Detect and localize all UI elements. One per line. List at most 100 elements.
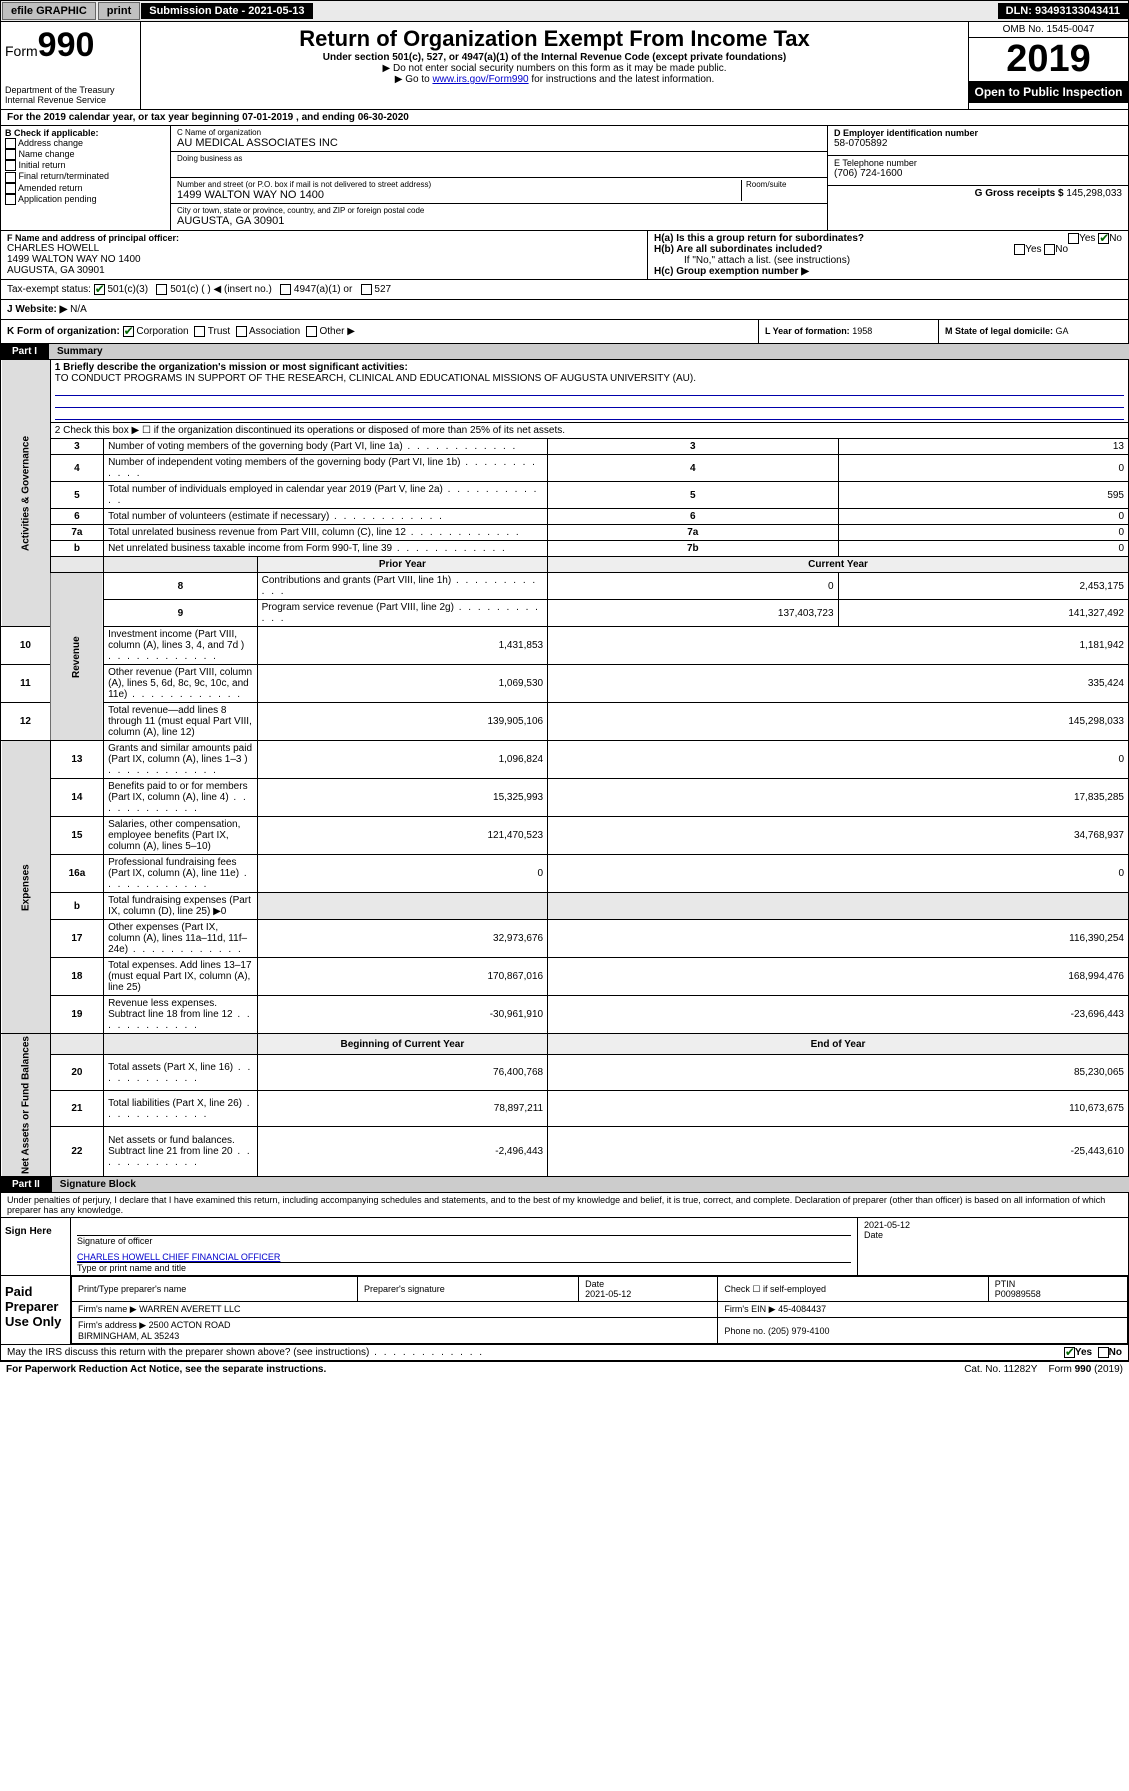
firm-ein: 45-4084437 <box>778 1304 826 1314</box>
date-label: Date <box>864 1230 1122 1240</box>
chk-discuss-no[interactable] <box>1098 1347 1109 1358</box>
phone-value: (706) 724-1600 <box>834 168 1122 179</box>
part1-title: Summary <box>49 344 1129 359</box>
line-17: 17Other expenses (Part IX, column (A), l… <box>1 920 1129 958</box>
submission-date-label: Submission Date - 2021-05-13 <box>141 3 312 19</box>
chk-corporation[interactable] <box>123 326 134 337</box>
ha-label: H(a) Is this a group return for subordin… <box>654 233 864 244</box>
perjury-declaration: Under penalties of perjury, I declare th… <box>0 1192 1129 1218</box>
form-org-label: K Form of organization: <box>7 326 120 337</box>
website-value: N/A <box>70 304 87 315</box>
paid-preparer-label: Paid Preparer Use Only <box>1 1276 71 1344</box>
summary-table: Activities & Governance 1 Briefly descri… <box>0 359 1129 1177</box>
preparer-table: Print/Type preparer's name Preparer's si… <box>71 1276 1128 1344</box>
form-title-block: Return of Organization Exempt From Incom… <box>141 22 968 109</box>
org-name-label: C Name of organization <box>177 128 821 137</box>
goto-note: ▶ Go to www.irs.gov/Form990 for instruct… <box>149 74 960 85</box>
irs-link[interactable]: www.irs.gov/Form990 <box>432 74 528 85</box>
chk-group-return-no[interactable] <box>1098 233 1109 244</box>
line-16b: bTotal fundraising expenses (Part IX, co… <box>1 893 1129 920</box>
firm-phone: (205) 979-4100 <box>768 1326 830 1336</box>
prep-sig-label: Preparer's signature <box>358 1277 579 1302</box>
line-21: 21Total liabilities (Part X, line 26)78,… <box>1 1091 1129 1127</box>
chk-initial-return[interactable]: Initial return <box>5 160 166 171</box>
prep-date: 2021-05-12 <box>585 1289 631 1299</box>
form-subtitle: Under section 501(c), 527, or 4947(a)(1)… <box>149 52 960 63</box>
year-formation: 1958 <box>852 326 872 336</box>
org-address: 1499 WALTON WAY NO 1400 <box>177 189 741 201</box>
box-f: F Name and address of principal officer:… <box>1 231 648 279</box>
line-10: 10Investment income (Part VIII, column (… <box>1 627 1129 665</box>
form-title: Return of Organization Exempt From Incom… <box>149 26 960 52</box>
line-3: 3Number of voting members of the governi… <box>1 439 1129 455</box>
line-15: 15Salaries, other compensation, employee… <box>1 817 1129 855</box>
org-name: AU MEDICAL ASSOCIATES INC <box>177 137 821 149</box>
form-number: 990 <box>38 26 95 64</box>
topbar: efile GRAPHIC print Submission Date - 20… <box>0 0 1129 22</box>
box-b-label: B Check if applicable: <box>5 128 99 138</box>
col-end-year: End of Year <box>548 1034 1129 1055</box>
box-m: M State of legal domicile: GA <box>938 320 1128 343</box>
tax-exempt-label: Tax-exempt status: <box>7 284 91 295</box>
hc-label: H(c) Group exemption number ▶ <box>654 266 809 277</box>
chk-amended-return[interactable]: Amended return <box>5 183 166 194</box>
officer-address: 1499 WALTON WAY NO 1400 AUGUSTA, GA 3090… <box>7 254 641 276</box>
box-d-e-g: D Employer identification number 58-0705… <box>828 126 1128 230</box>
box-j-website: J Website: ▶ N/A <box>1 300 1128 319</box>
col-current-year: Current Year <box>548 557 1129 573</box>
addr-label: Number and street (or P.O. box if mail i… <box>177 180 741 189</box>
sign-here-label: Sign Here <box>1 1218 71 1275</box>
omb-label: OMB No. 1545-0047 <box>969 22 1128 38</box>
ssn-note: ▶ Do not enter social security numbers o… <box>149 63 960 74</box>
side-label-netassets: Net Assets or Fund Balances <box>1 1034 51 1177</box>
room-label: Room/suite <box>746 180 821 189</box>
pra-notice: For Paperwork Reduction Act Notice, see … <box>6 1364 326 1375</box>
side-label-expenses: Expenses <box>1 741 51 1034</box>
typed-label: Type or print name and title <box>77 1263 186 1273</box>
box-h: H(a) Is this a group return for subordin… <box>648 231 1128 279</box>
box-k: K Form of organization: Corporation Trus… <box>1 320 758 343</box>
chk-discuss-yes[interactable] <box>1064 1347 1075 1358</box>
website-label: J Website: ▶ <box>7 304 67 315</box>
part2-tab: Part II <box>0 1177 52 1192</box>
gross-receipts-label: G Gross receipts $ <box>975 188 1064 199</box>
tax-period-line: For the 2019 calendar year, or tax year … <box>1 110 1128 126</box>
officer-typed-name: CHARLES HOWELL CHIEF FINANCIAL OFFICER <box>77 1252 280 1262</box>
check-self-employed[interactable]: Check ☐ if self-employed <box>718 1277 988 1302</box>
open-to-public-label: Open to Public Inspection <box>969 81 1128 103</box>
tax-year: 2019 <box>969 38 1128 81</box>
line-19: 19Revenue less expenses. Subtract line 1… <box>1 996 1129 1034</box>
signature-block: Sign Here Signature of officer CHARLES H… <box>0 1218 1129 1345</box>
chk-application-pending[interactable]: Application pending <box>5 194 166 205</box>
chk-address-change[interactable]: Address change <box>5 138 166 149</box>
prep-name-label: Print/Type preparer's name <box>72 1277 358 1302</box>
sig-date: 2021-05-12 <box>864 1220 1122 1230</box>
discuss-label: May the IRS discuss this return with the… <box>7 1347 484 1358</box>
dba-label: Doing business as <box>177 154 821 163</box>
efile-graphic-label: efile GRAPHIC <box>2 2 96 20</box>
ptin-value: P00989558 <box>995 1289 1041 1299</box>
firm-name: WARREN AVERETT LLC <box>139 1304 240 1314</box>
part1-tab: Part I <box>0 344 49 359</box>
gross-receipts-value: 145,298,033 <box>1066 188 1122 199</box>
state-domicile: GA <box>1056 326 1069 336</box>
box-b: B Check if applicable: Address change Na… <box>1 126 171 230</box>
form-ref: Form 990 (2019) <box>1049 1364 1123 1375</box>
print-button[interactable]: print <box>98 2 140 20</box>
side-label-revenue: Revenue <box>50 573 103 741</box>
org-city: AUGUSTA, GA 30901 <box>177 215 821 227</box>
sig-officer-label: Signature of officer <box>77 1236 152 1246</box>
box-c: C Name of organization AU MEDICAL ASSOCI… <box>171 126 828 230</box>
line-4: 4Number of independent voting members of… <box>1 455 1129 482</box>
chk-final-return[interactable]: Final return/terminated <box>5 171 166 182</box>
chk-501c3[interactable] <box>94 284 105 295</box>
form-id-block: Form990 Department of the Treasury Inter… <box>1 22 141 109</box>
form-prefix: Form <box>5 43 38 59</box>
chk-name-change[interactable]: Name change <box>5 149 166 160</box>
part1-header: Part I Summary <box>0 344 1129 359</box>
ein-value: 58-0705892 <box>834 138 1122 149</box>
form-year-block: OMB No. 1545-0047 2019 Open to Public In… <box>968 22 1128 109</box>
line-11: 11Other revenue (Part VIII, column (A), … <box>1 665 1129 703</box>
part2-header: Part II Signature Block <box>0 1177 1129 1192</box>
ein-label: D Employer identification number <box>834 128 1122 138</box>
